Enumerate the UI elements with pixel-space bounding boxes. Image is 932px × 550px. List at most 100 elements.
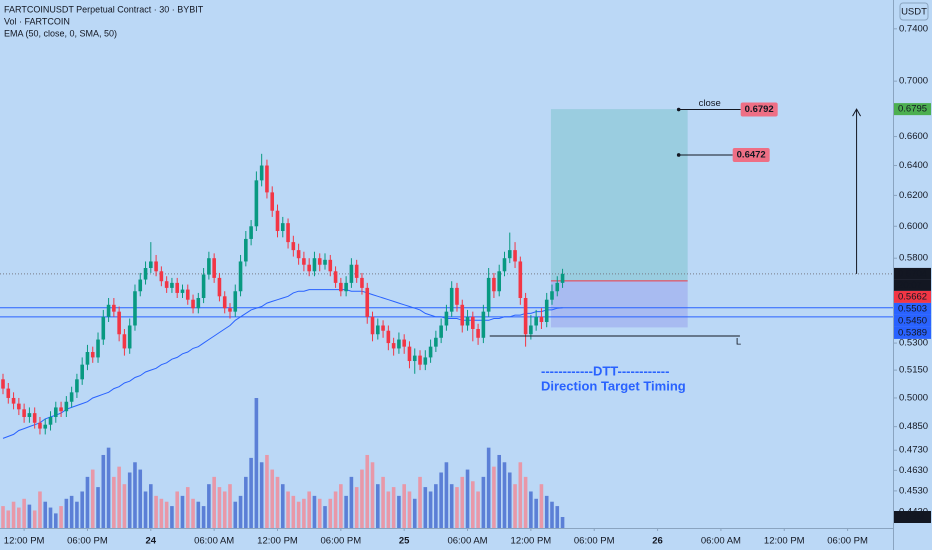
- candle-body: [133, 291, 137, 326]
- volume-bar: [550, 501, 554, 528]
- y-tick-label: 0.5150: [899, 365, 928, 376]
- candle-body: [17, 403, 21, 410]
- callout-note: close: [699, 98, 721, 109]
- candle-body: [207, 258, 211, 275]
- volume-bar: [296, 501, 301, 528]
- candle-body: [502, 258, 507, 272]
- volume-bar: [154, 495, 158, 528]
- candle-body: [212, 258, 216, 278]
- price-label: 0.5704: [898, 268, 927, 279]
- volume-bar: [75, 501, 79, 528]
- volume-bar: [529, 491, 533, 528]
- countdown-label: 20:07: [898, 280, 922, 291]
- candle-body: [175, 282, 180, 293]
- y-tick-label: 0.7400: [899, 23, 928, 34]
- currency-box[interactable]: [899, 2, 929, 21]
- volume-bar: [164, 501, 169, 528]
- callout-label: 0.6472: [737, 150, 766, 161]
- candle-body: [423, 357, 428, 365]
- volume-bar: [476, 491, 480, 528]
- volume-bar: [133, 462, 137, 528]
- candle-body: [170, 282, 174, 288]
- candle-body: [233, 291, 238, 312]
- volume-bar: [249, 457, 253, 528]
- volume-bar: [180, 495, 185, 528]
- candle-body: [555, 282, 560, 292]
- y-tick-label: 0.6200: [899, 190, 928, 201]
- volume-bar: [507, 472, 512, 528]
- symbol-title: FARTCOINUSDT Perpetual Contract · 30 · B…: [4, 4, 204, 14]
- candle-body: [518, 261, 523, 298]
- volume-bar: [270, 469, 275, 528]
- axis-layer: 0.7400 0.7000 0.6600 0.6400 0.6200 0.6000 0.58…: [4, 23, 931, 547]
- volume-bar: [43, 501, 48, 528]
- candle-body: [544, 299, 549, 323]
- candle-body: [11, 397, 16, 404]
- candle-body: [312, 258, 317, 272]
- currency-label[interactable]: USDT: [901, 7, 927, 18]
- candle-body: [418, 355, 422, 365]
- candle-body: [539, 316, 544, 323]
- volume-bar: [349, 476, 354, 528]
- volume-label: 7.53M: [898, 512, 924, 523]
- x-tick-label: 06:00 AM: [447, 536, 487, 547]
- candle-body: [85, 352, 90, 365]
- plot-area: L 0.6792 close 0.6472: [0, 98, 893, 528]
- volume-bar: [360, 469, 364, 528]
- x-tick-label: 12:00 PM: [257, 536, 298, 547]
- candles-layer: [1, 153, 565, 435]
- price-label-box: [894, 314, 931, 327]
- candle-body: [164, 281, 169, 288]
- volume-bar: [143, 491, 148, 528]
- y-tick-label: 0.7000: [899, 76, 928, 87]
- volume-bar: [423, 487, 428, 528]
- volume-bar: [333, 491, 338, 528]
- target-zone: [550, 109, 688, 281]
- candle-body: [228, 308, 232, 312]
- candle-body: [339, 282, 343, 292]
- candle-body: [439, 325, 443, 338]
- volume-bar: [233, 501, 238, 528]
- volume-bar: [32, 510, 37, 528]
- price-label: 0.5389: [898, 327, 927, 338]
- volume-bar: [1, 506, 5, 528]
- callout-dot: [676, 107, 681, 112]
- candle-body: [64, 401, 69, 412]
- candle-body: [117, 311, 121, 335]
- volume-bar: [17, 507, 21, 528]
- y-tick-label: 0.5000: [899, 392, 928, 403]
- volume-bar: [280, 484, 285, 528]
- candle-body: [460, 304, 465, 326]
- candle-body: [90, 352, 95, 358]
- candle-body: [560, 273, 565, 283]
- volume-bar: [460, 476, 465, 528]
- volume-bar: [244, 476, 248, 528]
- y-tick-label: 0.6600: [899, 131, 928, 142]
- volume-bar: [265, 454, 269, 528]
- volume-bar: [328, 498, 333, 528]
- volume-bar: [59, 506, 63, 528]
- candle-body: [513, 250, 517, 262]
- price-label-box: [894, 302, 931, 315]
- volume-label-box: [894, 511, 931, 524]
- volume-bar: [386, 491, 391, 528]
- volume-bar: [90, 469, 95, 528]
- volume-bar: [117, 466, 121, 528]
- volume-bar: [539, 484, 544, 528]
- volume-bar: [291, 495, 296, 528]
- volume-bar: [428, 491, 433, 528]
- x-tick-label: 12:00 PM: [511, 536, 552, 547]
- volume-bar: [544, 495, 549, 528]
- volume-bar: [85, 476, 90, 528]
- volume-bar: [69, 495, 74, 528]
- volume-bar: [217, 487, 222, 528]
- volume-bar: [53, 513, 58, 528]
- volume-bar: [492, 466, 496, 528]
- volume-bar: [196, 501, 201, 528]
- candle-body: [412, 355, 417, 362]
- level-label: L: [736, 337, 741, 348]
- candle-body: [1, 379, 5, 389]
- candle-body: [291, 242, 296, 251]
